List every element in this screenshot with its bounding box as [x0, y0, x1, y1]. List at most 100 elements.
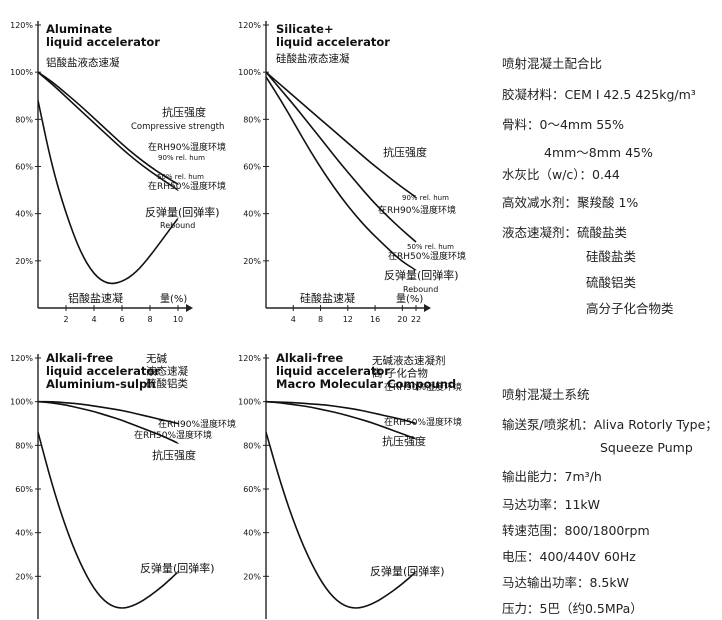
y-tick-label: 120% [238, 21, 261, 30]
annotation-s90: 在RH90%湿度环境 [148, 141, 226, 153]
y-tick-label: 80% [243, 115, 261, 124]
x-axis-unit: 量(%) [160, 293, 187, 305]
system-line: Squeeze Pump [600, 440, 693, 455]
y-tick-label: 40% [243, 529, 261, 538]
x-axis-label: 硅酸盐速凝 [300, 291, 355, 305]
series-line-s90 [266, 400, 417, 425]
y-tick-label: 60% [243, 485, 261, 494]
x-axis-arrow [186, 304, 193, 312]
y-tick-label: 40% [15, 529, 33, 538]
mix-line: 硅酸盐类 [586, 249, 637, 264]
annotation-strength: 抗压强度 [162, 105, 206, 119]
series-line-s50 [266, 400, 417, 440]
x-tick-label: 4 [91, 315, 96, 324]
x-axis-unit: 量(%) [396, 293, 423, 305]
mix-line: 胶凝材料：CEM I 42.5 425kg/m³ [502, 87, 696, 102]
annotation-s50: 在RH50%湿度环境 [388, 250, 466, 262]
annotation-strength: 抗压强度 [152, 448, 196, 462]
y-tick-label: 100% [238, 68, 261, 77]
annotation-s50: 50% rel. hum [407, 243, 454, 251]
annotation-rebound: 反弹量(回弹率) [140, 561, 215, 575]
annotation-s50: 在RH50%湿度环境 [134, 429, 212, 441]
mix-line: 硫酸铝类 [586, 275, 637, 290]
system-line: 转速范围：800/1800rpm [502, 523, 650, 538]
system-line: 压力：5巴（约0.5MPa） [502, 601, 643, 616]
series-line-rebound [38, 100, 179, 285]
annotation-s50: 在RH50%湿度环境 [384, 416, 462, 428]
mix-line: 液态速凝剂：硫酸盐类 [502, 225, 628, 240]
series-line-s50 [266, 71, 417, 243]
chart-title: Alkali-free [276, 351, 343, 365]
x-axis-label: 铝酸盐速凝 [68, 291, 123, 305]
series-line-s50 [38, 400, 179, 444]
x-tick-label: 12 [343, 315, 353, 324]
y-tick-label: 60% [15, 485, 33, 494]
system-line: 电压：400/440V 60Hz [502, 549, 636, 564]
y-tick-label: 20% [243, 572, 261, 581]
chart-title: liquid accelerator [46, 364, 160, 378]
series-line-s90 [38, 400, 179, 425]
y-tick-label: 120% [238, 354, 261, 363]
series-line-rebound [266, 431, 417, 609]
chart-subtitle: 无碱 [146, 353, 167, 365]
y-tick-label: 40% [15, 210, 33, 219]
y-tick-label: 40% [243, 210, 261, 219]
y-tick-label: 120% [10, 21, 33, 30]
chart-title: liquid accelerator [276, 364, 390, 378]
y-tick-label: 120% [10, 354, 33, 363]
x-tick-label: 22 [411, 315, 421, 324]
annotation-rebound: Rebound [403, 285, 438, 294]
system-line: 输送泵/喷浆机：Aliva Rotorly Type； [502, 417, 718, 432]
x-tick-label: 10 [173, 315, 183, 324]
system-line: 马达功率：11kW [502, 497, 601, 512]
x-axis-arrow [424, 304, 431, 312]
annotation-rebound: 反弹量(回弹率) [145, 205, 220, 219]
chart-title: liquid accelerator [276, 35, 390, 49]
system-line: 输出能力：7m³/h [502, 469, 602, 484]
system-heading: 喷射混凝土系统 [502, 387, 590, 402]
y-tick-label: 80% [15, 441, 33, 450]
mix-heading: 喷射混凝土配合比 [502, 56, 603, 71]
series-line-rebound [266, 76, 417, 272]
mix-line: 高分子化合物类 [586, 301, 674, 316]
y-tick-label: 100% [238, 398, 261, 407]
annotation-s90: 在RH90%湿度环境 [384, 381, 462, 393]
chart-subtitle: 高 子化合物 [372, 367, 428, 380]
chart-subtitle: 铝酸盐液态速凝 [46, 56, 120, 69]
x-tick-label: 20 [397, 315, 407, 324]
annotation-s50: 在RH50%湿度环境 [148, 180, 226, 192]
annotation-s90: 在RH90%湿度环境 [378, 204, 456, 216]
y-tick-label: 20% [15, 257, 33, 266]
chart-subtitle: 无碱液态速凝剂 [372, 354, 446, 367]
x-tick-label: 8 [147, 315, 152, 324]
annotation-strength: 抗压强度 [382, 434, 426, 448]
y-tick-label: 100% [10, 398, 33, 407]
y-tick-label: 20% [15, 572, 33, 581]
y-tick-label: 60% [243, 163, 261, 172]
annotation-rebound: 反弹量(回弹率) [384, 268, 459, 282]
x-tick-label: 4 [291, 315, 296, 324]
chart-subtitle: 硫酸铝类 [146, 377, 188, 390]
annotation-s90: 90% rel. hum [402, 194, 449, 202]
series-line-s90 [38, 71, 179, 186]
chart-title: liquid accelerator [46, 35, 160, 49]
chart-title: Alkali-free [46, 351, 113, 365]
series-line-s50 [38, 71, 179, 191]
annotation-strength: 抗压强度 [383, 145, 427, 159]
annotation-strength: Compressive strength [131, 122, 224, 132]
y-tick-label: 80% [243, 441, 261, 450]
y-tick-label: 60% [15, 163, 33, 172]
series-line-s90 [266, 71, 417, 199]
x-tick-label: 8 [318, 315, 323, 324]
chart-subtitle: 硅酸盐液态速凝 [276, 52, 350, 65]
annotation-s50: 50% rel. hum [157, 173, 204, 181]
x-tick-label: 16 [370, 315, 380, 324]
annotation-s90: 在RH90%湿度环境 [158, 418, 236, 430]
chart-title: Aluminate [46, 22, 112, 36]
annotation-rebound: Rebound [160, 221, 195, 230]
chart-title: Silicate+ [276, 22, 334, 36]
mix-line: 骨料：0～4mm 55% [502, 117, 625, 132]
chart-title: Aluminium-sulph [46, 377, 155, 391]
chart-title: Macro Molecular Compound [276, 377, 456, 391]
